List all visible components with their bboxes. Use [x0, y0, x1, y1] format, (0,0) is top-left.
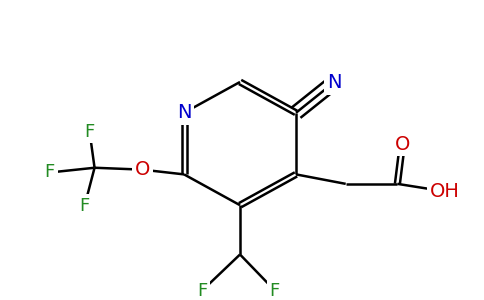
Text: F: F	[270, 281, 280, 299]
Text: N: N	[327, 73, 341, 92]
Text: O: O	[394, 134, 410, 154]
Text: F: F	[85, 123, 95, 141]
Text: N: N	[177, 103, 191, 122]
Text: F: F	[79, 197, 90, 215]
Text: O: O	[135, 160, 150, 179]
Text: OH: OH	[430, 182, 460, 201]
Text: F: F	[197, 281, 207, 299]
Text: F: F	[45, 164, 55, 181]
